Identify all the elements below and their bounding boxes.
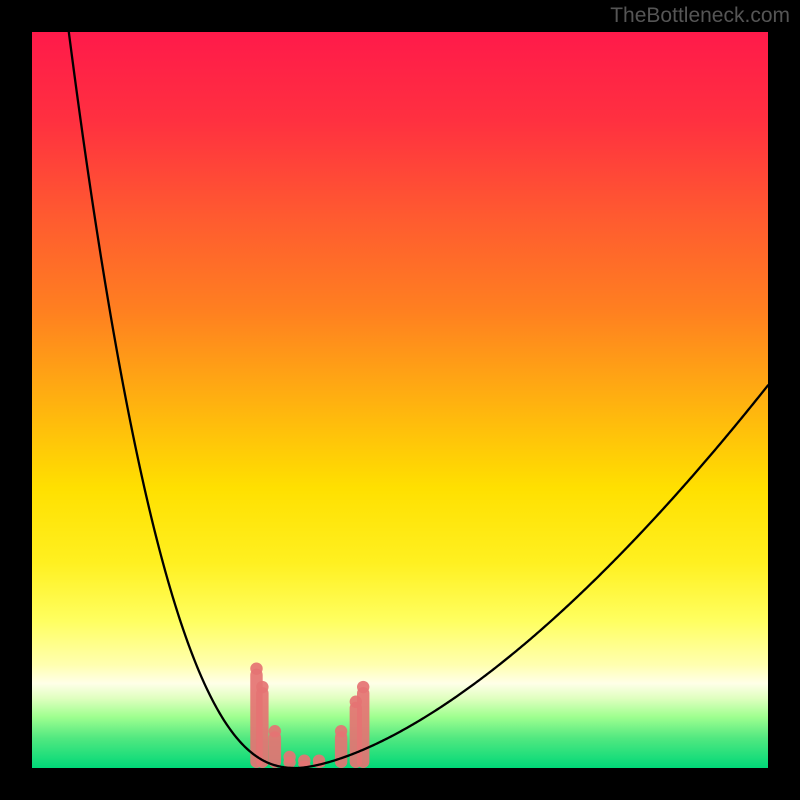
watermark-text: TheBottleneck.com <box>610 4 790 28</box>
data-markers-group <box>250 662 369 768</box>
marker-cap <box>250 662 262 674</box>
bottleneck-curve <box>69 32 768 768</box>
plot-area <box>32 32 768 768</box>
marker-cap <box>283 751 295 763</box>
marker-cap <box>256 681 268 693</box>
chart-svg <box>32 32 768 768</box>
marker-bar <box>256 687 268 768</box>
marker-cap <box>335 725 347 737</box>
marker-bar <box>357 687 369 768</box>
chart-stage: TheBottleneck.com <box>0 0 800 800</box>
marker-cap <box>357 681 369 693</box>
marker-cap <box>298 754 310 766</box>
marker-cap <box>269 725 281 737</box>
